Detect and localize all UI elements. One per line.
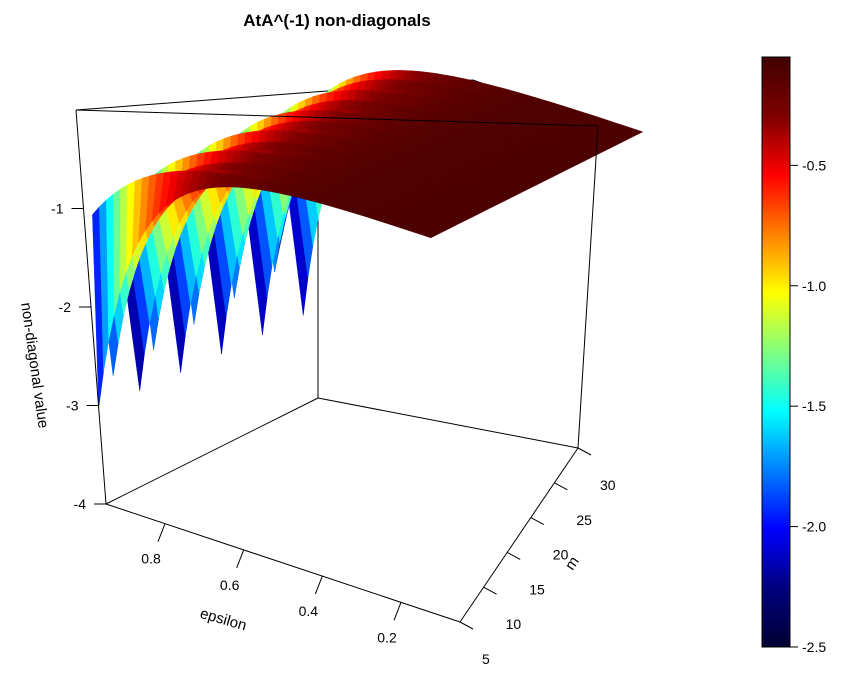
x-axis-title: epsilon bbox=[198, 605, 248, 634]
y-tick-mark bbox=[554, 482, 568, 491]
back-edge-floor-left bbox=[105, 397, 319, 505]
x-tick-label: 0.8 bbox=[141, 551, 161, 567]
x-axis: 0.2 0.4 0.6 0.8 bbox=[141, 523, 402, 645]
x-tick-mark bbox=[157, 523, 166, 542]
z-tick-label: -2 bbox=[59, 299, 72, 315]
x-tick-label: 0.6 bbox=[220, 577, 240, 593]
y-tick-label: 25 bbox=[576, 512, 592, 528]
surface-mesh bbox=[92, 70, 644, 409]
y-axis: 5 10 15 20 25 30 bbox=[459, 447, 616, 667]
front-edge-right-vertical bbox=[577, 125, 599, 449]
y-tick-label: 30 bbox=[600, 477, 616, 493]
z-axis: -1 -2 -3 -4 bbox=[51, 201, 106, 512]
y-tick-mark bbox=[577, 447, 592, 456]
y-tick-mark bbox=[506, 551, 521, 560]
colorbar-tick-label: -0.5 bbox=[802, 157, 826, 173]
colorbar-tick-label: -2.0 bbox=[802, 519, 826, 535]
y-tick-label: 20 bbox=[553, 547, 569, 563]
y-tick-mark bbox=[483, 586, 497, 595]
z-tick-label: -4 bbox=[74, 496, 87, 512]
z-tick-label: -1 bbox=[51, 201, 64, 217]
colorbar: -0.5 -1.0 -1.5 -2.0 -2.5 bbox=[761, 56, 826, 655]
chart-title: AtA^(-1) non-diagonals bbox=[243, 11, 430, 30]
y-tick-label: 5 bbox=[482, 651, 490, 667]
y-tick-label: 10 bbox=[506, 616, 522, 632]
front-edge-bottom-right bbox=[459, 447, 579, 623]
front-edge-top-right bbox=[75, 109, 599, 127]
x-tick-mark bbox=[236, 549, 245, 569]
x-tick-mark bbox=[393, 602, 402, 621]
colorbar-tick-label: -1.0 bbox=[802, 278, 826, 294]
x-tick-mark bbox=[314, 575, 323, 595]
x-tick-label: 0.2 bbox=[377, 629, 397, 645]
colorbar-tick-label: -2.5 bbox=[802, 639, 826, 655]
y-tick-mark bbox=[530, 517, 545, 526]
back-edge-floor-right bbox=[317, 397, 579, 449]
y-tick-label: 15 bbox=[529, 581, 545, 597]
surface-facet bbox=[422, 230, 440, 239]
colorbar-tick-label: -1.5 bbox=[802, 398, 826, 414]
z-tick-label: -3 bbox=[66, 398, 79, 414]
z-axis-title: non-diagonal value bbox=[17, 301, 51, 429]
colorbar-gradient bbox=[761, 56, 791, 648]
y-tick-mark bbox=[459, 621, 474, 630]
x-tick-label: 0.4 bbox=[299, 603, 319, 619]
